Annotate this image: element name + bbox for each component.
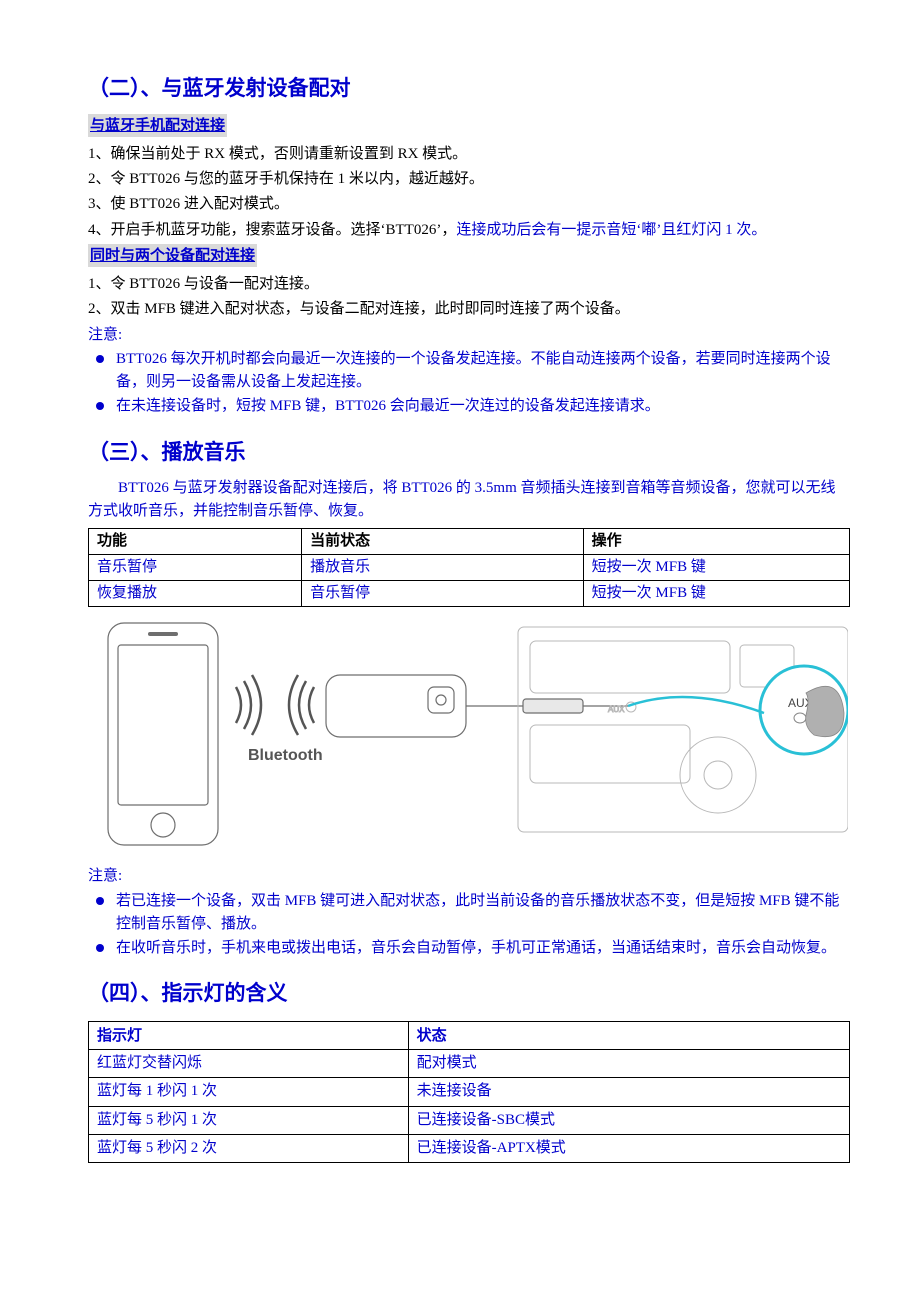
note-item: BTT026 每次开机时都会向最近一次连接的一个设备发起连接。不能自动连接两个设… (116, 348, 850, 395)
table-row: 蓝灯每 5 秒闪 2 次 已连接设备-APTX模式 (89, 1134, 850, 1162)
cell: 短按一次 MFB 键 (583, 554, 849, 580)
section-2-title: （二）、与蓝牙发射设备配对 (88, 73, 850, 106)
cell: 已连接设备-SBC模式 (408, 1106, 849, 1134)
step-text: 2、令 BTT026 与您的蓝牙手机保持在 1 米以内，越近越好。 (88, 168, 850, 191)
cell: 蓝灯每 5 秒闪 1 次 (89, 1106, 409, 1134)
cell: 短按一次 MFB 键 (583, 581, 849, 607)
receiver-icon (326, 675, 628, 737)
step-text: 1、令 BTT026 与设备一配对连接。 (88, 273, 850, 296)
cell: 音乐暂停 (302, 581, 584, 607)
step-text: 1、确保当前处于 RX 模式，否则请重新设置到 RX 模式。 (88, 143, 850, 166)
bluetooth-label: Bluetooth (248, 747, 323, 764)
table-header-row: 功能 当前状态 操作 (89, 528, 850, 554)
step-4-prefix: 4、开启手机蓝牙功能，搜索蓝牙设备。选择‘BTT026’， (88, 222, 456, 238)
cell: 播放音乐 (302, 554, 584, 580)
cell: 音乐暂停 (89, 554, 302, 580)
step-text: 3、使 BTT026 进入配对模式。 (88, 193, 850, 216)
table-row: 红蓝灯交替闪烁 配对模式 (89, 1050, 850, 1078)
led-table: 指示灯 状态 红蓝灯交替闪烁 配对模式 蓝灯每 1 秒闪 1 次 未连接设备 蓝… (88, 1021, 850, 1163)
table-row: 蓝灯每 5 秒闪 1 次 已连接设备-SBC模式 (89, 1106, 850, 1134)
table-row: 音乐暂停 播放音乐 短按一次 MFB 键 (89, 554, 850, 580)
note-item: 若已连接一个设备，双击 MFB 键可进入配对状态，此时当前设备的音乐播放状态不变… (116, 890, 850, 937)
table-header-row: 指示灯 状态 (89, 1021, 850, 1049)
aux-callout-icon: AUX (628, 666, 848, 754)
cell: 配对模式 (408, 1050, 849, 1078)
note-item: 在收听音乐时，手机来电或拨出电话，音乐会自动暂停，手机可正常通话，当通话结束时，… (116, 937, 850, 960)
step-4-suffix: 连接成功后会有一提示音短‘嘟’且红灯闪 1 次。 (456, 222, 766, 238)
cell: 已连接设备-APTX模式 (408, 1134, 849, 1162)
col-led: 指示灯 (89, 1021, 409, 1049)
phone-icon (108, 623, 218, 845)
section-3-intro: BTT026 与蓝牙发射器设备配对连接后，将 BTT026 的 3.5mm 音频… (88, 477, 850, 524)
cell: 蓝灯每 1 秒闪 1 次 (89, 1078, 409, 1106)
note-list: BTT026 每次开机时都会向最近一次连接的一个设备发起连接。不能自动连接两个设… (88, 348, 850, 419)
table-row: 恢复播放 音乐暂停 短按一次 MFB 键 (89, 581, 850, 607)
sub-heading-pair-two: 同时与两个设备配对连接 (88, 244, 257, 267)
section-3-title: （三）、播放音乐 (88, 437, 850, 470)
col-state: 当前状态 (302, 528, 584, 554)
connection-diagram: Bluetooth AUX AUX (88, 615, 848, 855)
note-item: 在未连接设备时，短按 MFB 键，BTT026 会向最近一次连过的设备发起连接请… (116, 395, 850, 418)
note-label: 注意: (88, 324, 850, 347)
step-text: 4、开启手机蓝牙功能，搜索蓝牙设备。选择‘BTT026’，连接成功后会有一提示音… (88, 219, 850, 242)
cell: 蓝灯每 5 秒闪 2 次 (89, 1134, 409, 1162)
sub-heading-pair-phone: 与蓝牙手机配对连接 (88, 114, 227, 137)
aux-small-label: AUX (608, 705, 625, 714)
table-row: 蓝灯每 1 秒闪 1 次 未连接设备 (89, 1078, 850, 1106)
function-table: 功能 当前状态 操作 音乐暂停 播放音乐 短按一次 MFB 键 恢复播放 音乐暂… (88, 528, 850, 608)
col-function: 功能 (89, 528, 302, 554)
col-operation: 操作 (583, 528, 849, 554)
note-list: 若已连接一个设备，双击 MFB 键可进入配对状态，此时当前设备的音乐播放状态不变… (88, 890, 850, 961)
step-text: 2、双击 MFB 键进入配对状态，与设备二配对连接，此时即同时连接了两个设备。 (88, 298, 850, 321)
cell: 红蓝灯交替闪烁 (89, 1050, 409, 1078)
cell: 恢复播放 (89, 581, 302, 607)
section-4-title: （四）、指示灯的含义 (88, 978, 850, 1011)
bluetooth-waves-icon (236, 675, 314, 735)
cell: 未连接设备 (408, 1078, 849, 1106)
note-label: 注意: (88, 865, 850, 888)
col-status: 状态 (408, 1021, 849, 1049)
